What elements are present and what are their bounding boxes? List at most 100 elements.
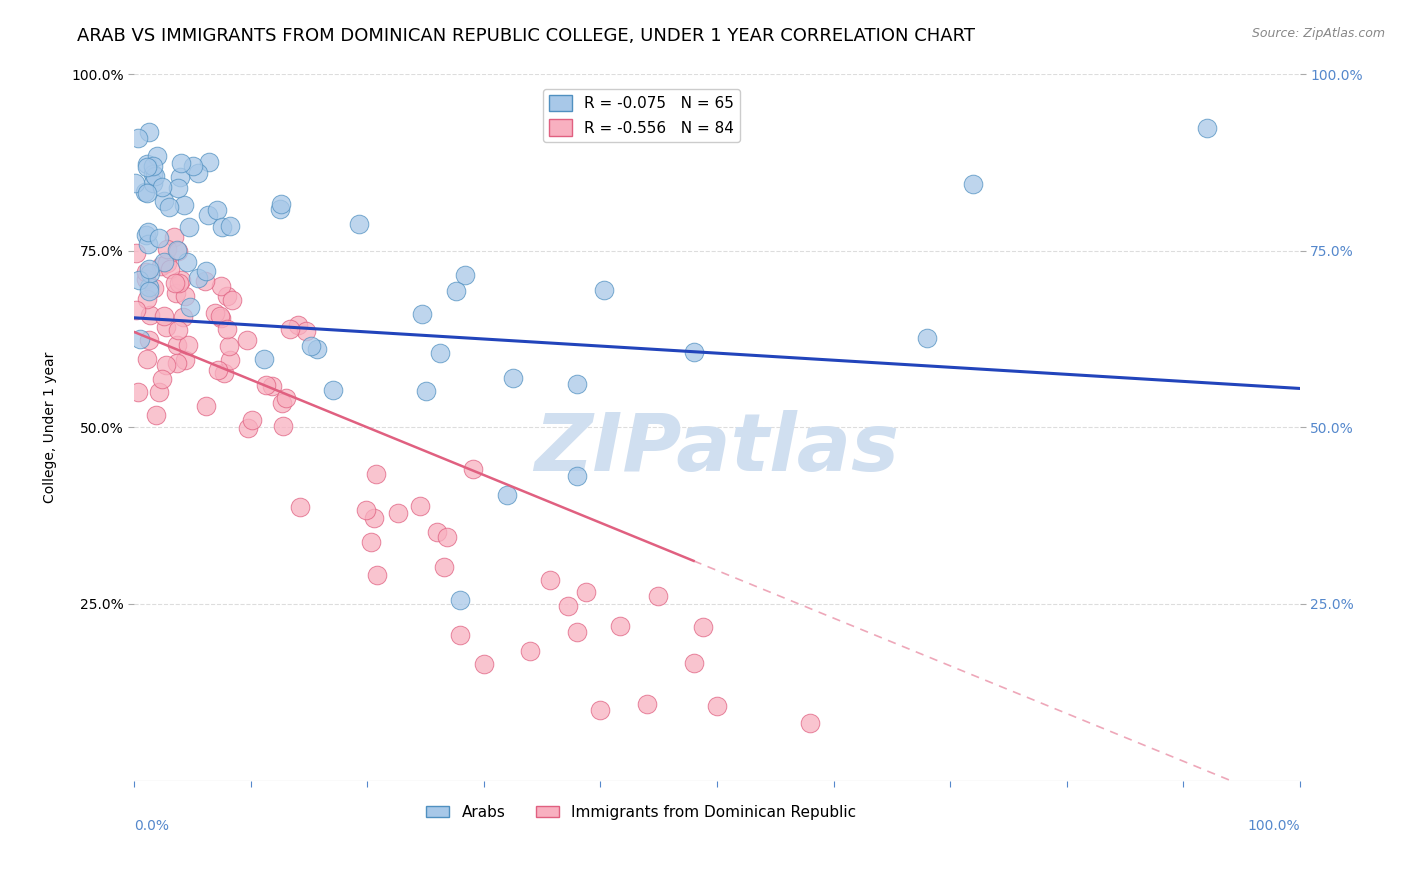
Point	[270, 196, 292, 211]
Point	[387, 507, 409, 521]
Point	[273, 419, 295, 434]
Point	[195, 399, 218, 413]
Point	[143, 169, 166, 184]
Point	[166, 322, 188, 336]
Point	[170, 273, 193, 287]
Point	[295, 324, 318, 338]
Point	[242, 413, 264, 427]
Point	[706, 699, 728, 714]
Point	[207, 202, 229, 217]
Point	[125, 303, 148, 318]
Point	[142, 281, 165, 295]
Point	[647, 589, 669, 603]
Point	[125, 245, 148, 260]
Point	[195, 264, 218, 278]
Point	[136, 186, 159, 200]
Point	[450, 592, 472, 607]
Point	[136, 225, 159, 239]
Point	[363, 510, 385, 524]
Point	[181, 159, 204, 173]
Text: Source: ZipAtlas.com: Source: ZipAtlas.com	[1251, 27, 1385, 40]
Point	[472, 657, 495, 671]
Point	[142, 176, 165, 190]
Point	[127, 131, 149, 145]
Point	[166, 337, 188, 351]
Point	[197, 155, 219, 169]
Point	[156, 242, 179, 256]
Point	[134, 227, 156, 242]
Point	[172, 310, 194, 324]
Point	[444, 284, 467, 298]
Point	[135, 292, 157, 306]
Point	[135, 272, 157, 286]
Point	[128, 273, 150, 287]
Point	[129, 332, 152, 346]
Text: ARAB VS IMMIGRANTS FROM DOMINICAN REPUBLIC COLLEGE, UNDER 1 YEAR CORRELATION CHA: ARAB VS IMMIGRANTS FROM DOMINICAN REPUBL…	[77, 27, 976, 45]
Point	[322, 383, 344, 397]
Point	[260, 379, 283, 393]
Point	[217, 322, 239, 336]
Text: 100.0%: 100.0%	[1247, 820, 1299, 833]
Point	[138, 125, 160, 139]
Point	[354, 503, 377, 517]
Point	[177, 219, 200, 234]
Point	[157, 200, 180, 214]
Point	[692, 620, 714, 634]
Point	[167, 276, 190, 290]
Point	[453, 268, 475, 282]
Point	[155, 319, 177, 334]
Point	[218, 219, 240, 234]
Point	[211, 220, 233, 235]
Point	[254, 378, 277, 392]
Point	[364, 467, 387, 481]
Point	[139, 266, 162, 280]
Point	[204, 306, 226, 320]
Point	[177, 338, 200, 352]
Point	[169, 169, 191, 184]
Point	[207, 362, 229, 376]
Point	[127, 384, 149, 399]
Point	[915, 331, 938, 345]
Point	[360, 535, 382, 549]
Point	[415, 384, 437, 398]
Point	[565, 624, 588, 639]
Point	[148, 231, 170, 245]
Point	[236, 333, 259, 347]
Point	[436, 530, 458, 544]
Point	[138, 261, 160, 276]
Point	[288, 500, 311, 514]
Point	[142, 167, 165, 181]
Legend: Arabs, Immigrants from Dominican Republic: Arabs, Immigrants from Dominican Republi…	[420, 798, 862, 826]
Point	[153, 255, 176, 269]
Point	[236, 421, 259, 435]
Point	[134, 186, 156, 200]
Text: ZIPatlas: ZIPatlas	[534, 409, 900, 488]
Point	[269, 202, 291, 216]
Point	[136, 351, 159, 366]
Point	[538, 573, 561, 587]
Point	[426, 525, 449, 540]
Point	[155, 358, 177, 372]
Point	[163, 230, 186, 244]
Point	[519, 644, 541, 658]
Point	[212, 366, 235, 380]
Point	[307, 343, 329, 357]
Point	[165, 277, 187, 291]
Point	[636, 698, 658, 712]
Point	[592, 283, 614, 297]
Point	[176, 255, 198, 269]
Point	[150, 180, 173, 194]
Point	[166, 356, 188, 370]
Text: 0.0%: 0.0%	[134, 820, 169, 833]
Point	[150, 372, 173, 386]
Point	[221, 293, 243, 307]
Point	[166, 243, 188, 257]
Point	[187, 166, 209, 180]
Point	[135, 264, 157, 278]
Point	[299, 339, 322, 353]
Point	[170, 156, 193, 170]
Point	[148, 384, 170, 399]
Point	[589, 703, 612, 717]
Point	[145, 409, 167, 423]
Point	[496, 488, 519, 502]
